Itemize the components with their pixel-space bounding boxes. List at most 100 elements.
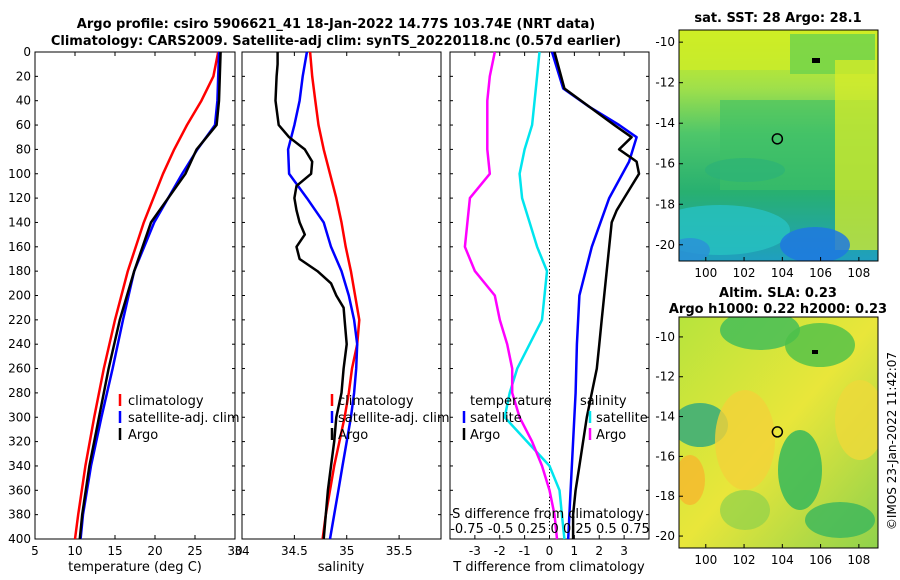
land-marker xyxy=(812,58,820,63)
s-difference-annotation: S difference from climatology xyxy=(452,507,644,522)
legend-label-argo: Argo xyxy=(338,428,368,443)
y-tick-label: 320 xyxy=(8,435,31,449)
y-tick-label: 240 xyxy=(8,337,31,351)
y-tick-label: 100 xyxy=(8,167,31,181)
s-difference-ticks: -0.75 -0.5 0.25 0 0.25 0.5 0.75 xyxy=(450,522,650,537)
map-y-tick-label: -14 xyxy=(655,410,675,424)
sst-map-image xyxy=(679,30,878,261)
y-tick-label: 280 xyxy=(8,386,31,400)
series-line-argo xyxy=(78,51,222,540)
series-line-climatology xyxy=(308,51,361,540)
temperature-panel xyxy=(34,51,236,540)
temperature-xlabel: temperature (deg C) xyxy=(68,560,202,575)
sla-map-title-line1: Altim. SLA: 0.23 xyxy=(719,286,837,301)
map-y-tick-label: -18 xyxy=(655,489,675,503)
y-tick-label: 40 xyxy=(16,94,31,108)
imos-watermark: ©IMOS 23-Jan-2022 11:42:07 xyxy=(885,352,899,530)
x-tick-label: -2 xyxy=(494,544,506,558)
y-tick-label: 180 xyxy=(8,264,31,278)
y-tick-label: 400 xyxy=(8,532,31,546)
map-y-tick-label: -10 xyxy=(655,330,675,344)
x-tick-label: 2 xyxy=(595,544,603,558)
map-x-tick-label: 104 xyxy=(771,553,794,567)
y-tick-label: 140 xyxy=(8,215,31,229)
map-x-tick-label: 106 xyxy=(809,553,832,567)
map-y-tick-label: -12 xyxy=(655,370,675,384)
legend-label-s-satellite: satellite xyxy=(596,411,648,426)
x-tick-label: 25 xyxy=(187,544,202,558)
x-tick-label: 5 xyxy=(31,544,39,558)
y-tick-label: 360 xyxy=(8,483,31,497)
salinity-xlabel: salinity xyxy=(318,560,365,575)
series-line-t-argo xyxy=(553,51,641,539)
figure-title-line1: Argo profile: csiro 5906621_41 18-Jan-20… xyxy=(77,17,595,32)
legend-label-t-argo: Argo xyxy=(470,428,500,443)
map-y-tick-label: -20 xyxy=(655,529,675,543)
legend-title-temperature: temperature xyxy=(470,394,552,409)
y-tick-label: 60 xyxy=(16,118,31,132)
series-line-satellite-adj-clim xyxy=(79,51,221,540)
salinity-legend: climatology satellite-adj. clim Argo xyxy=(330,394,450,443)
x-tick-label: 34 xyxy=(234,544,249,558)
argo-float-location-marker xyxy=(771,426,784,438)
legend-label-s-argo: Argo xyxy=(596,428,626,443)
sla-map-axes: 100 102 104 106 108 -10 -12 -14 -16 -18 -20 xyxy=(655,330,870,567)
series-line-satellite-adj-clim xyxy=(286,51,359,540)
legend-label-climatology: climatology xyxy=(338,394,414,409)
series-line-argo xyxy=(274,52,348,540)
land-marker xyxy=(812,350,818,354)
x-tick-label: -1 xyxy=(519,544,531,558)
map-x-tick-label: 100 xyxy=(694,553,717,567)
x-tick-label: 3 xyxy=(620,544,628,558)
x-tick-label: 34.5 xyxy=(281,544,308,558)
y-tick-label: 380 xyxy=(8,508,31,522)
difference-legend: temperature salinity satellite Argo sate… xyxy=(462,394,648,443)
legend-label-satellite: satellite-adj. clim xyxy=(338,411,450,426)
x-tick-label: 35 xyxy=(339,544,354,558)
x-tick-label: 10 xyxy=(67,544,82,558)
legend-label-climatology: climatology xyxy=(128,394,204,409)
y-tick-label: 220 xyxy=(8,313,31,327)
sla-map-frame xyxy=(678,316,879,549)
y-tick-label: 160 xyxy=(8,240,31,254)
map-y-tick-label: -10 xyxy=(655,35,675,49)
map-y-tick-label: -16 xyxy=(655,449,675,463)
difference-xlabel: T difference from climatology xyxy=(452,560,645,575)
series-line-s-satellite xyxy=(503,51,566,540)
series-layer xyxy=(73,51,641,540)
sst-map-axes: 100 102 104 106 108 -10 -12 -14 -16 -18 -20 xyxy=(655,35,870,280)
map-x-tick-label: 102 xyxy=(733,553,756,567)
figure-title-line2: Climatology: CARS2009. Satellite-adj cli… xyxy=(51,34,621,49)
sst-map-frame xyxy=(678,29,879,262)
y-tick-label: 300 xyxy=(8,410,31,424)
series-line-t-argo-magenta- xyxy=(463,51,559,540)
x-tick-label: 20 xyxy=(147,544,162,558)
legend-label-t-satellite: satellite xyxy=(470,411,522,426)
map-x-tick-label: 100 xyxy=(694,266,717,280)
x-tick-label: 30 xyxy=(227,544,242,558)
map-x-tick-label: 108 xyxy=(847,266,870,280)
x-tick-label: 35.5 xyxy=(386,544,413,558)
map-x-tick-label: 102 xyxy=(733,266,756,280)
y-tick-label: 0 xyxy=(23,45,31,59)
map-y-tick-label: -18 xyxy=(655,197,675,211)
legend-label-satellite: satellite-adj. clim xyxy=(128,411,240,426)
map-x-tick-label: 108 xyxy=(847,553,870,567)
y-tick-label: 80 xyxy=(16,142,31,156)
map-x-tick-label: 104 xyxy=(771,266,794,280)
map-y-tick-label: -14 xyxy=(655,116,675,130)
series-line-t-satellite xyxy=(550,51,638,540)
x-tick-label: -3 xyxy=(469,544,481,558)
axes-layer: 0204060801001201401601802002202402602803… xyxy=(8,45,649,558)
map-y-tick-label: -20 xyxy=(655,238,675,252)
sla-map-title-line2: Argo h1000: 0.22 h2000: 0.23 xyxy=(669,302,887,317)
map-x-tick-label: 106 xyxy=(809,266,832,280)
map-y-tick-label: -12 xyxy=(655,76,675,90)
legend-label-argo: Argo xyxy=(128,428,158,443)
x-tick-label: 15 xyxy=(107,544,122,558)
y-tick-label: 20 xyxy=(16,69,31,83)
argo-float-location-marker xyxy=(771,133,784,145)
y-tick-label: 260 xyxy=(8,362,31,376)
y-tick-label: 120 xyxy=(8,191,31,205)
